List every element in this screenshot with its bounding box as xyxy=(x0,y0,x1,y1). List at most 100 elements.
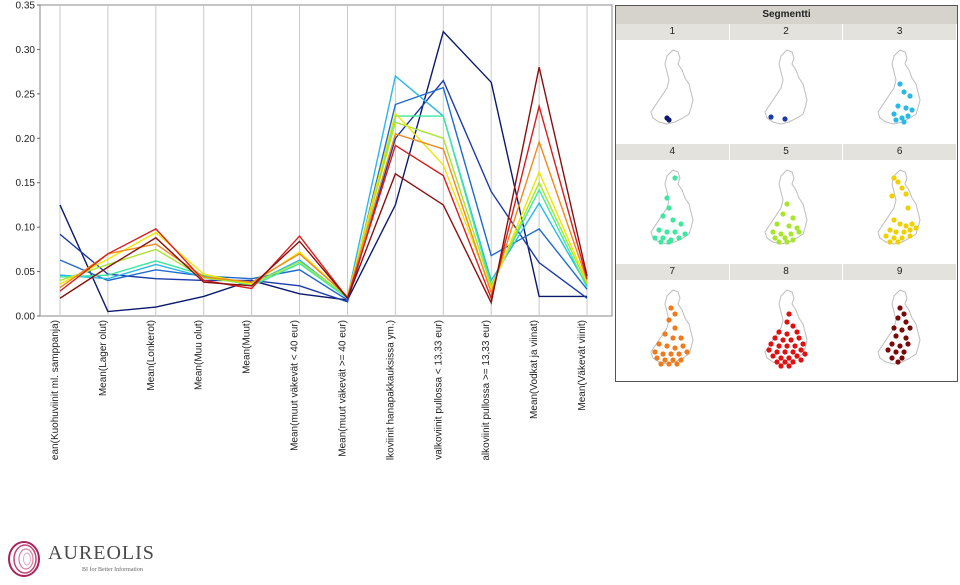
map-point xyxy=(893,333,899,339)
plot-frame xyxy=(39,4,613,317)
category-label: Mean(Lonkerot) xyxy=(146,320,157,391)
category-labels: Mean(Kuohuviinit ml. samppanja) Mean(Lage… xyxy=(50,320,588,460)
map-point xyxy=(771,335,778,341)
map-point xyxy=(775,343,782,349)
segment-panel-header: 3 xyxy=(843,24,957,40)
series-line xyxy=(59,74,588,299)
map-point xyxy=(785,363,792,369)
map-point xyxy=(905,341,911,347)
category-label: Mean(Vodkat ja viinat) xyxy=(529,320,540,419)
map-point xyxy=(905,205,911,211)
map-point xyxy=(660,213,666,219)
series-line xyxy=(59,30,588,313)
map-point xyxy=(781,359,788,365)
map-point xyxy=(895,315,901,321)
y-axis: 0.00 0.05 0.10 0.15 0.20 0.25 0.30 0.35 xyxy=(16,1,40,323)
map-point xyxy=(789,349,796,355)
map-point xyxy=(897,305,903,311)
category-label: Mean(muut väkevät >= 40 eur) xyxy=(337,320,348,457)
map-point xyxy=(785,223,792,229)
map-point xyxy=(769,353,776,359)
finland-outline xyxy=(650,49,694,125)
map-point xyxy=(895,239,901,245)
map-point xyxy=(666,361,672,367)
map-point xyxy=(897,343,903,349)
map-point xyxy=(799,341,806,347)
map-point xyxy=(666,117,672,123)
map-point xyxy=(889,355,895,361)
category-label: Mean(Lager olut) xyxy=(98,320,109,396)
map-point xyxy=(891,111,897,117)
chart-grid xyxy=(39,4,613,317)
map-point xyxy=(678,357,684,363)
map-point xyxy=(909,221,915,227)
map-point xyxy=(658,239,664,245)
map-point xyxy=(789,215,796,221)
y-tick-label: 0.00 xyxy=(16,312,36,323)
map-point xyxy=(901,311,907,317)
map-point xyxy=(891,175,897,181)
map-point xyxy=(783,201,790,207)
segment-panel-header: 4 xyxy=(616,144,730,160)
map-point xyxy=(789,359,796,365)
segment-map xyxy=(763,289,808,369)
map-point xyxy=(793,329,800,335)
map-point xyxy=(907,93,913,99)
finland-outline xyxy=(877,49,921,125)
map-point xyxy=(787,231,794,237)
map-point xyxy=(893,349,899,355)
map-point xyxy=(783,319,790,325)
map-point xyxy=(777,363,784,369)
series-line xyxy=(59,67,588,305)
map-point xyxy=(674,361,680,367)
map-point xyxy=(662,331,668,337)
map-point xyxy=(668,351,674,357)
map-point xyxy=(789,323,796,329)
map-point xyxy=(652,349,658,355)
map-point xyxy=(658,361,664,367)
y-tick-label: 0.35 xyxy=(16,1,36,12)
series-lines xyxy=(59,30,588,313)
map-point xyxy=(899,327,905,333)
aureolis-logo-mark xyxy=(8,541,40,577)
segment-panel-header: 2 xyxy=(729,24,844,40)
map-point xyxy=(883,233,889,239)
segment-panel-header: 6 xyxy=(843,144,957,160)
map-point xyxy=(787,337,794,343)
segment-map xyxy=(877,49,921,125)
map-point xyxy=(899,235,905,241)
y-tick-label: 0.15 xyxy=(16,178,36,189)
y-tick-label: 0.10 xyxy=(16,223,36,234)
logo-tagline: BI for Better Information xyxy=(82,567,143,573)
segment-map xyxy=(650,49,694,125)
map-point xyxy=(767,114,774,120)
category-label: Mean(Väkevät viinit) xyxy=(577,320,588,411)
y-tick-label: 0.25 xyxy=(16,89,36,100)
map-point xyxy=(893,117,899,123)
map-point xyxy=(897,221,903,227)
map-point xyxy=(664,195,670,201)
map-point xyxy=(672,311,678,317)
map-point xyxy=(895,359,901,365)
map-point xyxy=(795,335,802,341)
map-point xyxy=(666,205,672,211)
y-tick-label: 0.05 xyxy=(16,267,36,278)
map-point xyxy=(785,355,792,361)
map-point xyxy=(672,345,678,351)
map-point xyxy=(907,227,913,233)
map-point xyxy=(891,235,897,241)
series-line xyxy=(59,79,588,303)
map-point xyxy=(684,349,690,355)
map-point xyxy=(680,343,686,349)
map-point xyxy=(889,193,895,199)
trellis-title: Segmentti xyxy=(616,6,957,24)
map-point xyxy=(781,235,788,241)
map-point xyxy=(664,343,670,349)
map-point xyxy=(777,355,784,361)
map-point xyxy=(777,231,784,237)
map-point xyxy=(801,351,808,357)
map-point xyxy=(905,113,911,119)
map-point xyxy=(678,335,684,341)
map-point xyxy=(676,235,682,241)
